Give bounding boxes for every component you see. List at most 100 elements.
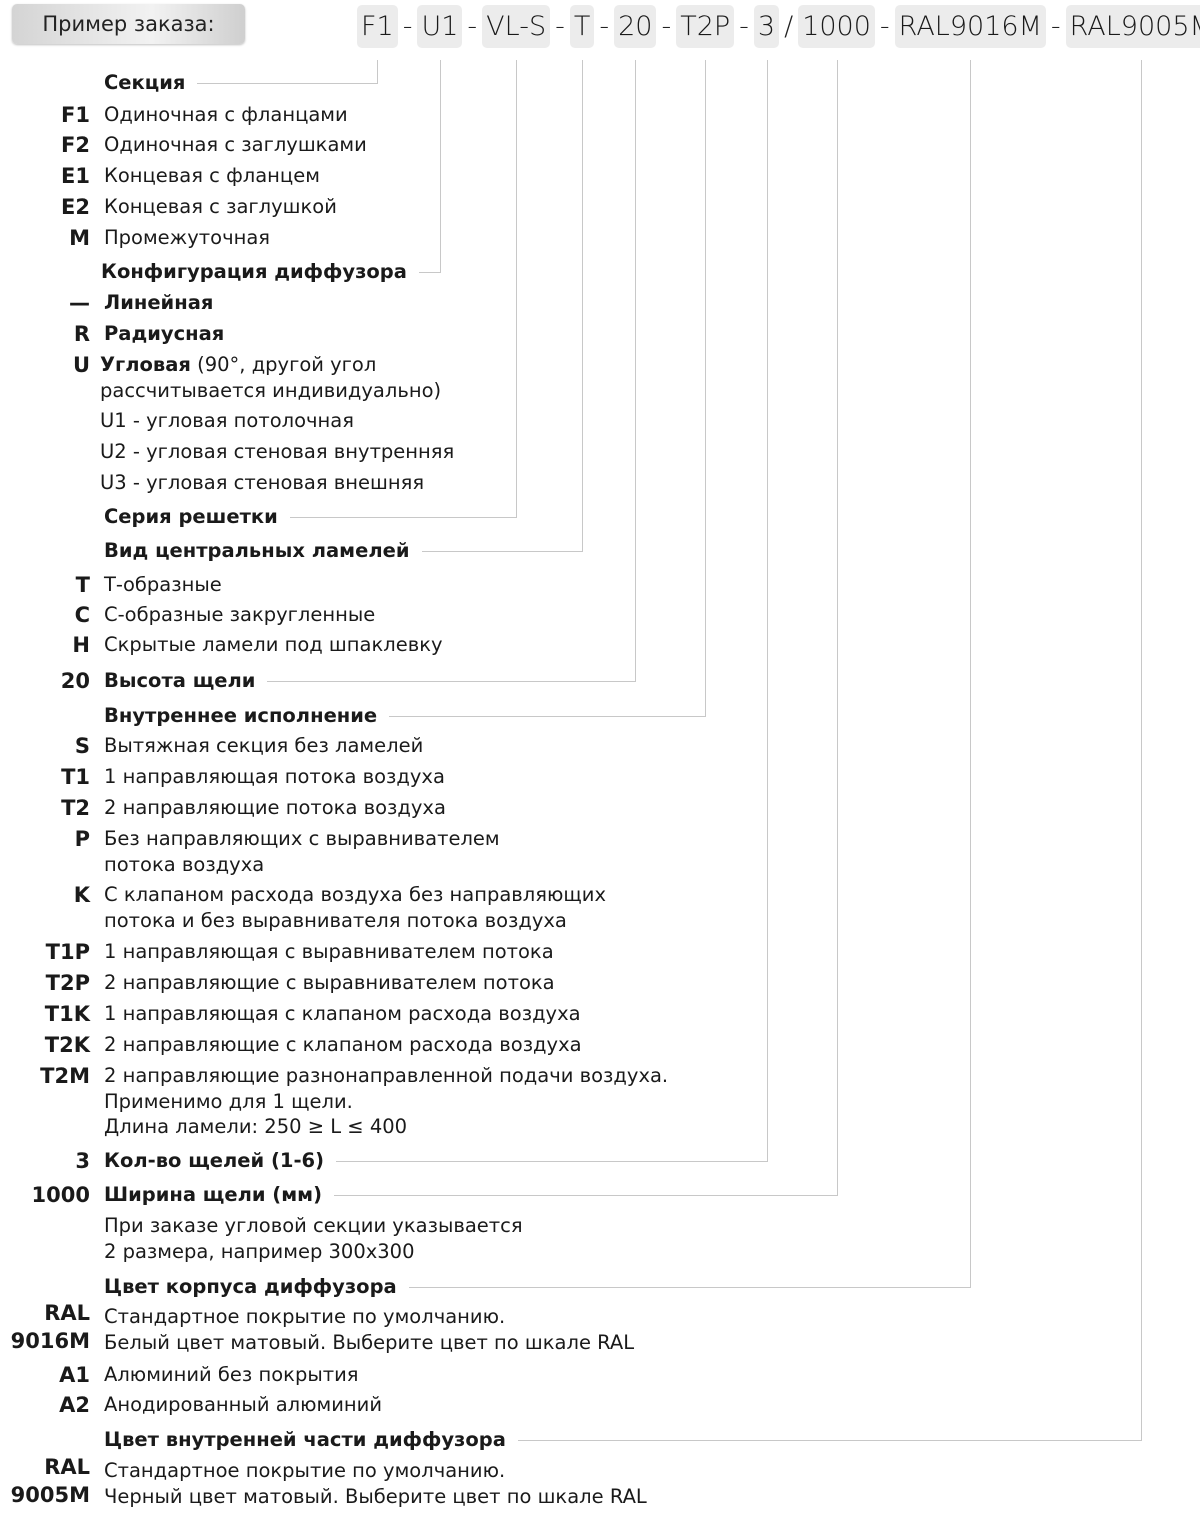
item-code: M	[69, 226, 90, 250]
connector-line	[705, 60, 706, 716]
item-code: C	[74, 603, 90, 627]
item-code: S	[74, 734, 90, 758]
item-text: Угловая (90°, другой угол	[100, 353, 376, 377]
item-text: С клапаном расхода воздуха без направляю…	[104, 883, 606, 906]
item-bold-text: Радиусная	[104, 322, 225, 345]
item-text: 2 направляющие с выравнивателем потока	[104, 971, 555, 994]
item-text: Одиночная с фланцами	[104, 103, 348, 126]
order-code: F1- U1- VL-S - T -20- T2P -3/1000- RAL9016M - RAL9…	[357, 5, 1200, 48]
section-code: 3	[75, 1149, 90, 1173]
item-code: E1	[61, 164, 90, 188]
section-heading: Вид центральных ламелей	[104, 539, 410, 562]
item-text: Алюминий без покрытия	[104, 1363, 359, 1386]
item-code: T1K	[44, 1002, 90, 1026]
item-text: рассчитывается индивидуально)	[100, 378, 442, 402]
item-bold-text: Угловая	[100, 353, 191, 376]
item-text: Скрытые ламели под шпаклевку	[104, 633, 443, 656]
code-separator: -	[467, 11, 478, 42]
connector-line	[334, 1195, 838, 1196]
item-text: Длина ламели: 250 ≥ L ≤ 400	[104, 1115, 408, 1138]
item-text: U2 - угловая стеновая внутренняя	[100, 440, 455, 463]
item-text: 2 направляющие разнонаправленной подачи …	[104, 1064, 669, 1087]
connector-line	[290, 517, 517, 518]
code-part: VL-S	[482, 5, 551, 48]
code-separator: -	[555, 11, 565, 42]
section-heading: Цвет корпуса диффузора	[104, 1275, 397, 1298]
connector-line	[197, 83, 378, 84]
item-text: Т-образные	[104, 573, 222, 596]
item-text: Применимо для 1 щели.	[104, 1089, 353, 1113]
connector-line	[440, 60, 441, 272]
item-text: потока и без выравнивателя потока воздух…	[104, 908, 567, 932]
item-code: A2	[59, 1393, 90, 1417]
item-text: U1 - угловая потолочная	[100, 409, 354, 432]
connector-line	[516, 60, 517, 517]
section-heading: Ширина щели (мм)	[104, 1183, 323, 1206]
code-separator: /	[784, 11, 794, 42]
item-code: T2P	[45, 971, 90, 995]
item-text: Вытяжная секция без ламелей	[104, 734, 424, 757]
section-heading: Секция	[104, 71, 186, 94]
item-text: 2 направляющие с клапаном расхода воздух…	[104, 1033, 582, 1056]
code-part: RAL9016M	[894, 5, 1046, 48]
connector-line	[518, 1440, 1142, 1441]
item-text: 2 размера, например 300х300	[104, 1239, 415, 1263]
item-code: 9016M	[10, 1329, 90, 1353]
item-text: Концевая с заглушкой	[104, 195, 337, 218]
code-part: U1	[417, 5, 463, 48]
item-text: Черный цвет матовый. Выберите цвет по шк…	[104, 1484, 647, 1508]
item-code: T2	[61, 796, 90, 820]
section-heading: Конфигурация диффузора	[101, 260, 407, 283]
section-heading: Серия решетки	[104, 505, 278, 528]
item-code: P	[74, 827, 90, 851]
item-text: Стандартное покрытие по умолчанию.	[104, 1305, 506, 1328]
code-separator: -	[739, 11, 749, 42]
connector-line	[635, 60, 636, 681]
code-part: 3	[753, 5, 780, 48]
item-text: Промежуточная	[104, 226, 271, 249]
order-example-label: Пример заказа:	[12, 4, 245, 44]
item-code: T	[75, 573, 90, 597]
code-separator: -	[661, 11, 672, 42]
connector-line	[422, 551, 583, 552]
code-separator: -	[879, 11, 890, 42]
item-code: A1	[59, 1363, 90, 1387]
code-separator: -	[402, 11, 413, 42]
item-text: Анодированный алюминий	[104, 1393, 382, 1416]
item-text: 1 направляющая потока воздуха	[104, 765, 445, 788]
connector-line	[837, 60, 838, 1195]
item-text: U3 - угловая стеновая внешняя	[100, 471, 425, 494]
item-text: Одиночная с заглушками	[104, 133, 367, 156]
section-code: 1000	[31, 1183, 90, 1207]
item-code: R	[73, 322, 90, 346]
item-text: С-образные закругленные	[104, 603, 376, 626]
item-text: Белый цвет матовый. Выберите цвет по шка…	[104, 1330, 635, 1354]
item-code: H	[72, 633, 90, 657]
section-heading: Внутреннее исполнение	[104, 704, 378, 727]
item-text: 1 направляющая с выравнивателем потока	[104, 940, 554, 963]
item-text: Радиусная	[104, 322, 224, 346]
code-part: F1	[357, 5, 398, 48]
connector-line	[1141, 60, 1142, 1440]
code-separator: -	[599, 11, 610, 42]
connector-line	[419, 272, 441, 273]
connector-line	[409, 1287, 971, 1288]
connector-line	[336, 1161, 768, 1162]
code-part: T2P	[676, 5, 735, 48]
item-code: K	[73, 883, 90, 907]
connector-line	[767, 60, 768, 1161]
connector-line	[267, 681, 636, 682]
section-heading: Кол-во щелей (1-6)	[104, 1149, 325, 1172]
item-code: T1P	[45, 940, 90, 964]
item-text: Линейная	[104, 291, 213, 315]
connector-line	[389, 716, 706, 717]
item-text: Стандартное покрытие по умолчанию.	[104, 1459, 506, 1482]
item-code: F1	[61, 103, 90, 127]
code-part: RAL9005M	[1065, 5, 1200, 48]
code-part: 1000	[798, 5, 875, 48]
item-bold-text: Линейная	[104, 291, 214, 314]
section-code: 20	[60, 669, 90, 693]
item-text: При заказе угловой секции указывается	[104, 1214, 523, 1237]
code-part: T	[569, 5, 595, 48]
section-heading: Высота щели	[104, 669, 256, 692]
